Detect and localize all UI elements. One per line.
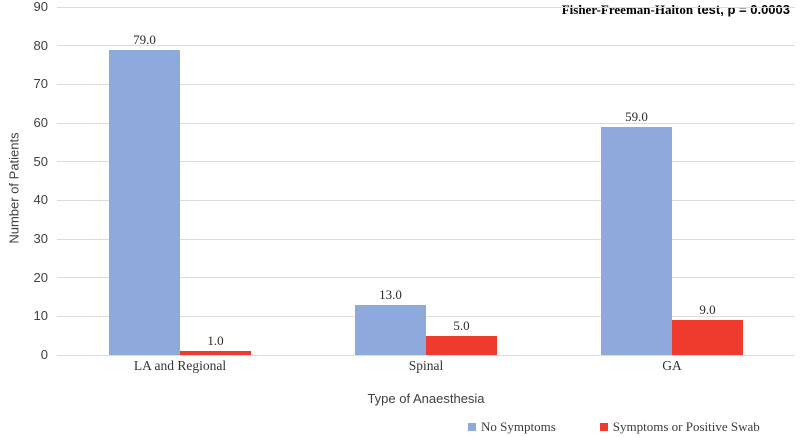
- y-tick-label-30: 30: [33, 231, 48, 246]
- gridline-y-20: [57, 277, 795, 279]
- bar-no-symptoms-spinal: [355, 304, 426, 355]
- gridline-y-50: [57, 161, 795, 163]
- legend-swatch-no-symptoms-icon: [468, 423, 476, 431]
- x-axis-title: Type of Anaesthesia: [367, 391, 485, 406]
- legend-label-no-symptoms: No Symptoms: [481, 419, 556, 434]
- gridline-y-40: [57, 199, 795, 201]
- legend-item-no-symptoms: No Symptoms: [468, 419, 556, 435]
- bar-symptoms-or-positive-swab-ga: [672, 320, 743, 355]
- stat-test-name: Fisher-Freeman-Halton: [561, 2, 694, 17]
- y-tick-label-50: 50: [33, 153, 48, 169]
- bar-no-symptoms-ga: [601, 126, 672, 355]
- gridline-y-80: [57, 45, 795, 47]
- y-tick-label-70: 70: [33, 76, 48, 92]
- value-label-la-and-regional-1: 1.0: [207, 333, 224, 349]
- value-label-la-and-regional-0: 79.0: [133, 31, 156, 47]
- gridline-y-90: [57, 6, 795, 8]
- stat-test-annotation: Fisher-Freeman-Halton test, p = 0.0003: [562, 2, 790, 18]
- stat-test-pvalue: test, p = 0.0003: [697, 2, 790, 17]
- value-label-spinal-0: 13.0: [379, 286, 402, 302]
- legend-label-symptoms: Symptoms or Positive Swab: [612, 419, 760, 434]
- legend: No Symptoms Symptoms or Positive Swab: [468, 419, 760, 435]
- legend-swatch-symptoms-icon: [599, 423, 608, 431]
- value-label-ga-0: 59.0: [625, 108, 648, 124]
- plot-area: 79.0 1.0 13.0 5.0 59.0 9.0: [57, 6, 795, 356]
- category-label-la-and-regional: LA and Regional: [133, 358, 227, 373]
- gridline-y-30: [57, 238, 795, 240]
- y-tick-label-80: 80: [33, 37, 48, 53]
- bar-no-symptoms-la-and-regional: [109, 49, 180, 355]
- category-label-spinal: Spinal: [408, 358, 444, 373]
- y-tick-label-10: 10: [33, 308, 48, 324]
- value-label-ga-1: 9.0: [699, 302, 716, 318]
- bar-symptoms-or-positive-swab-la-and-regional: [180, 351, 251, 355]
- gridline-y-60: [57, 122, 795, 124]
- y-tick-label-90: 90: [33, 0, 48, 14]
- y-tick-label-60: 60: [33, 115, 48, 130]
- y-tick-label-0: 0: [40, 347, 48, 362]
- gridline-y-10: [57, 315, 795, 317]
- y-axis-title: Number of Patients: [6, 132, 22, 244]
- bar-symptoms-or-positive-swab-spinal: [426, 335, 497, 355]
- gridline-y-70: [57, 83, 795, 85]
- y-tick-label-40: 40: [33, 192, 48, 208]
- value-label-spinal-1: 5.0: [453, 317, 470, 333]
- category-label-ga: GA: [662, 358, 682, 373]
- y-tick-label-20: 20: [33, 269, 48, 285]
- legend-item-symptoms: Symptoms or Positive Swab: [599, 419, 760, 435]
- gridline-y-0: [57, 354, 795, 356]
